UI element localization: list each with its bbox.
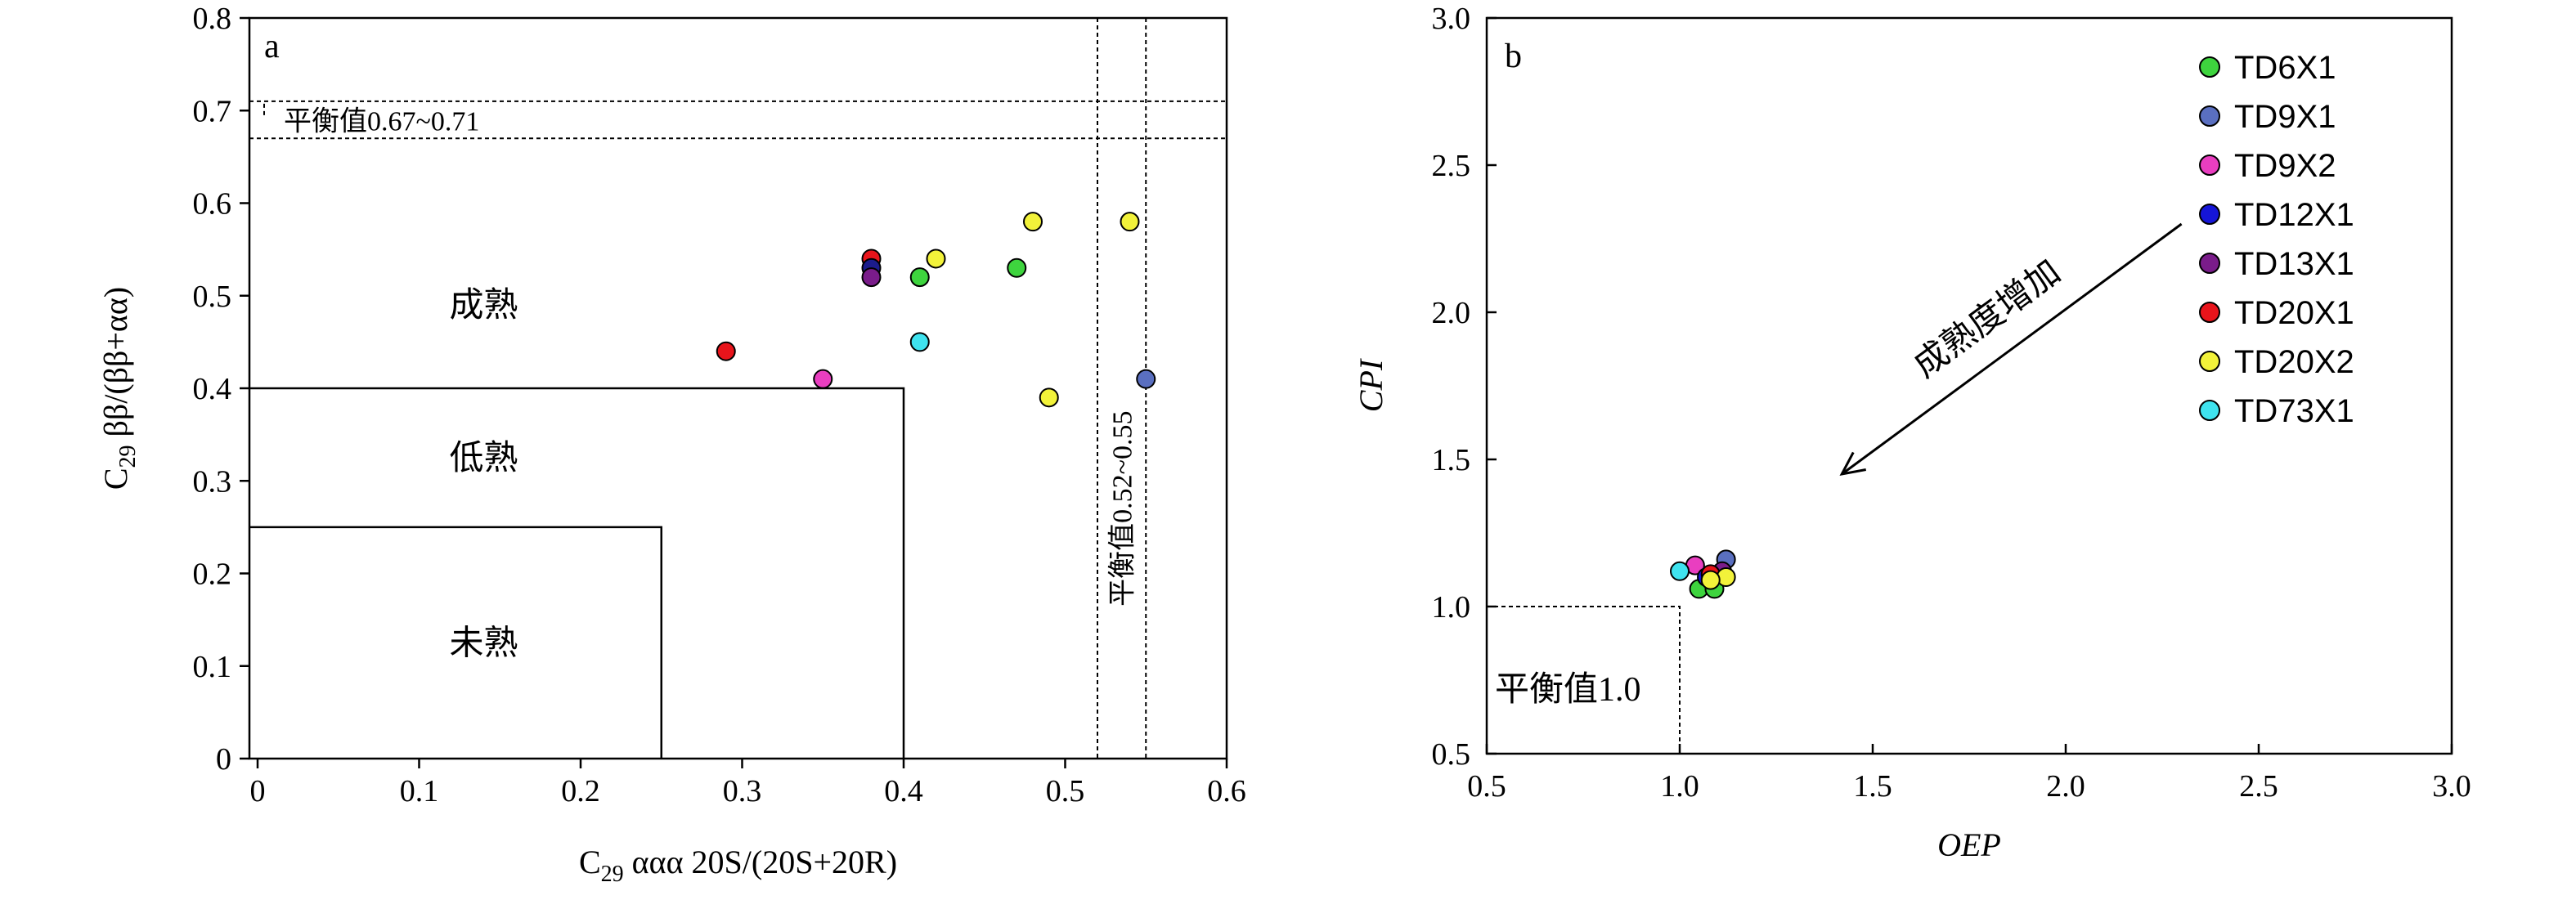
balance-label-x: 平衡值0.52~0.55 (1107, 411, 1138, 607)
balance-label-b: 平衡值1.0 (1495, 671, 1641, 709)
data-point-a (1007, 257, 1027, 278)
y-axis-label-b: CPI (1353, 358, 1389, 412)
y-axis-label-b-group: CPI (1353, 358, 1389, 412)
legend-label: TD20X2 (2234, 344, 2354, 380)
y-tick-label-b: 2.0 (1432, 296, 1471, 330)
panel-b: 0.5 1.0 1.5 2.0 2.5 3.0 0.5 1.0 1.5 2.0 2.5 3.0 OEP C… (1353, 2, 2471, 863)
legend-label: TD6X1 (2234, 50, 2336, 86)
legend-marker (2199, 154, 2220, 176)
y-axis-label-part: ββ/(ββ+αα) (97, 287, 134, 446)
x-tick-label-b: 2.0 (2046, 769, 2085, 804)
y-tick-label-b: 3.0 (1432, 2, 1471, 36)
y-tick-label-a: 0 (216, 742, 231, 777)
y-axis-label-a-group: C29 ββ/(ββ+αα) (97, 287, 141, 490)
legend-label: TD9X1 (2234, 99, 2336, 135)
panel-letter-b: b (1505, 38, 1522, 75)
data-point-b (1700, 570, 1721, 590)
x-tick-label-a: 0.6 (1207, 774, 1246, 808)
y-tick-label-a: 0.2 (193, 557, 232, 592)
data-point-a (813, 369, 833, 389)
y-tick-label-a: 0.7 (193, 94, 232, 128)
region-boundary-immature (249, 526, 662, 759)
data-point-a (1039, 387, 1059, 408)
maturity-arrow-head (1839, 451, 1867, 477)
y-axis-label-part: 29 (115, 445, 141, 468)
region-boundary-low-mature (249, 387, 905, 759)
legend-marker (2199, 302, 2220, 323)
panel-a: 0 0.1 0.2 0.3 0.4 0.5 0.6 0 0.1 0.2 0.3 0.4 0.5 0.6 0.… (97, 2, 1246, 887)
x-axis-label-part: C (579, 844, 601, 880)
x-tick-label-b: 3.0 (2432, 769, 2471, 804)
data-point-b (1670, 561, 1690, 581)
legend-marker (2199, 204, 2220, 225)
region-label-mature: 成熟 (449, 287, 518, 325)
x-axis-label-part: ααα 20S/(20S+20R) (624, 844, 897, 880)
y-tick-label-b: 2.5 (1432, 149, 1471, 183)
x-tick-label-b: 0.5 (1467, 769, 1506, 804)
y-tick-label-b: 0.5 (1432, 737, 1471, 772)
balance-label-x-group: 平衡值0.52~0.55 (1107, 411, 1138, 607)
data-point-a (1136, 369, 1156, 389)
x-tick-label-b: 1.0 (1660, 769, 1699, 804)
maturity-arrow-line (1841, 222, 2183, 476)
legend-label: TD13X1 (2234, 246, 2354, 282)
data-point-a (1120, 212, 1140, 232)
panel-letter-a: a (264, 28, 280, 65)
x-tick-label-b: 2.5 (2239, 769, 2278, 804)
legend-label: TD12X1 (2234, 197, 2354, 233)
x-axis-label-b: OEP (1937, 826, 2001, 863)
y-tick-label-a: 0.3 (193, 464, 232, 499)
data-point-a (716, 341, 736, 361)
x-tick-label-a: 0.3 (723, 774, 762, 808)
region-label-low-mature: 低熟 (449, 440, 518, 477)
legend-marker (2199, 105, 2220, 127)
region-label-immature: 未熟 (449, 625, 518, 662)
x-tick-label-a: 0 (250, 774, 266, 808)
y-tick-label-a: 0.6 (193, 187, 232, 222)
x-tick-label-a: 0.2 (561, 774, 600, 808)
y-tick-label-a: 0.4 (193, 372, 232, 406)
legend-marker (2199, 253, 2220, 274)
x-axis-label-part: 29 (601, 862, 624, 887)
legend-marker (2199, 400, 2220, 421)
y-tick-label-b: 1.5 (1432, 443, 1471, 477)
x-tick-label-b: 1.5 (1853, 769, 1892, 804)
balance-label-y: 平衡值0.67~0.71 (284, 106, 479, 137)
legend-marker (2199, 56, 2220, 78)
x-axis-label-a: C29 ααα 20S/(20S+20R) (579, 844, 897, 887)
y-axis-label-part: C (97, 468, 134, 490)
legend-marker (2199, 351, 2220, 372)
y-tick-label-a: 0.1 (193, 650, 232, 684)
x-tick-label-a: 0.5 (1046, 774, 1085, 808)
balance-box-b (1487, 606, 1681, 754)
data-point-a (909, 267, 930, 288)
y-tick-label-a: 0.5 (193, 280, 232, 314)
data-point-a (926, 249, 946, 269)
legend-label: TD9X2 (2234, 148, 2336, 184)
x-tick-label-a: 0.4 (884, 774, 923, 808)
legend-label: TD20X1 (2234, 295, 2354, 331)
data-point-a (861, 267, 882, 288)
legend: TD6X1 TD9X1 TD9X2 TD12X1 TD13X1 TD20X1 TD20X2 T… (2199, 50, 2354, 429)
legend-label: TD73X1 (2234, 393, 2354, 429)
data-point-a (1023, 212, 1043, 232)
x-tick-label-a: 0.1 (400, 774, 439, 808)
plot-frame-b (1485, 16, 2453, 755)
y-tick-label-a: 0.8 (193, 2, 232, 36)
y-tick-label-b: 1.0 (1432, 590, 1471, 625)
data-point-a (909, 332, 930, 352)
y-axis-label-a: C29 ββ/(ββ+αα) (97, 287, 141, 490)
